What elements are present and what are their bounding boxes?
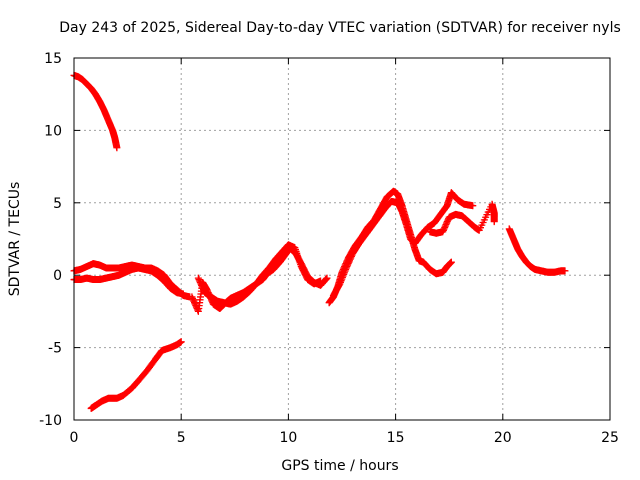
x-tick-label: 10: [279, 430, 297, 446]
x-tick-label: 25: [601, 430, 619, 446]
plot-frame: [73, 57, 611, 421]
x-tick-labels: 0 5 10 15 20 25: [70, 430, 619, 446]
data-marks: [70, 71, 569, 412]
data-point-marker: [469, 202, 477, 210]
data-point-marker: [323, 274, 331, 282]
x-tick-label: 5: [177, 430, 186, 446]
series-arc-low-rising: [87, 338, 185, 412]
y-tick-label: 0: [53, 268, 62, 284]
y-tick-labels: -10 -5 0 5 10 15: [39, 51, 62, 429]
data-point-marker: [490, 218, 498, 226]
x-tick-label: 0: [70, 430, 79, 446]
series-arc-late: [505, 225, 569, 276]
series-arc-afternoon-second: [329, 189, 477, 299]
data-point-marker: [447, 258, 455, 266]
data-point-marker: [179, 290, 187, 298]
y-tick-label: -10: [39, 413, 62, 429]
data-point-marker: [177, 338, 185, 346]
y-tick-label: 10: [44, 123, 62, 139]
data-point-marker: [113, 144, 121, 152]
data-point-marker: [561, 267, 569, 275]
y-axis-label: SDTVAR / TECUs: [7, 182, 23, 297]
axis-ticks: [73, 57, 611, 421]
series-arc-near-zero-lower: [70, 264, 187, 298]
series-arc-midday-b: [194, 241, 325, 308]
series-arc-afternoon-third: [426, 200, 498, 237]
y-tick-label: 15: [44, 51, 62, 67]
x-tick-label: 20: [494, 430, 512, 446]
chart-title: Day 243 of 2025, Sidereal Day-to-day VTE…: [59, 20, 621, 36]
x-axis-label: GPS time / hours: [281, 458, 398, 474]
grid-lines: [74, 58, 610, 420]
series-arc-high-start: [70, 71, 121, 152]
y-tick-label: -5: [48, 341, 62, 357]
data-point-marker: [317, 277, 325, 285]
x-tick-label: 15: [387, 430, 405, 446]
y-tick-label: 5: [53, 196, 62, 212]
